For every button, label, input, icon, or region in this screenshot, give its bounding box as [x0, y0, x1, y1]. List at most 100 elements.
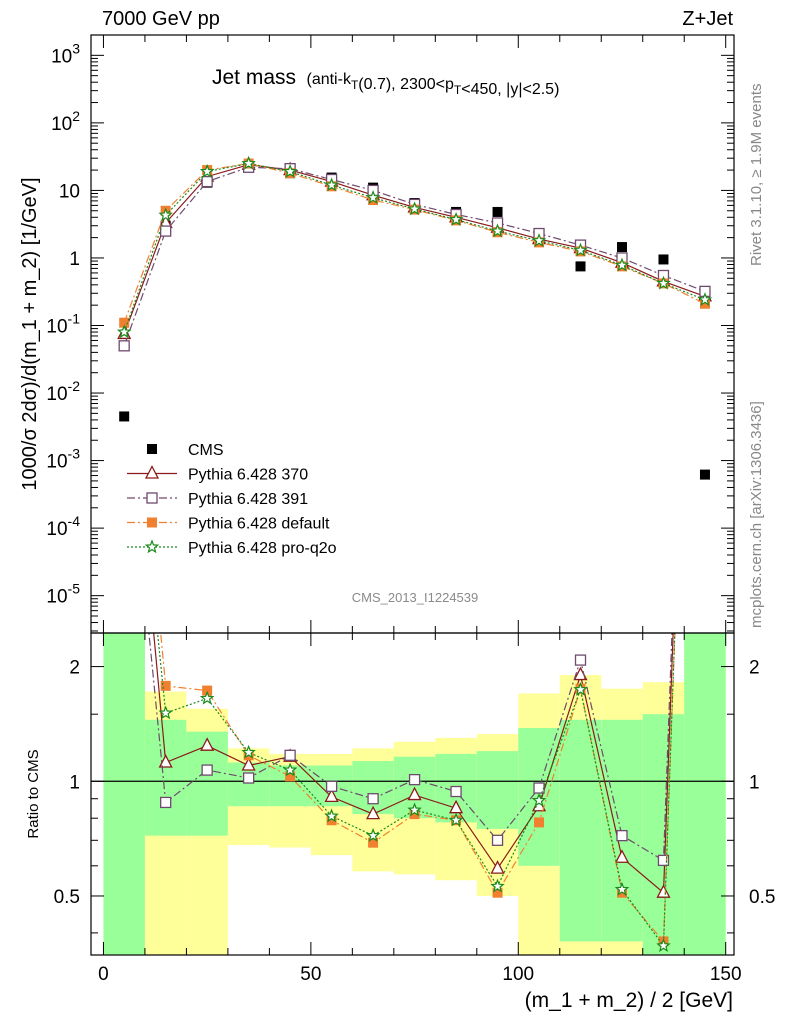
tick-base: 10: [46, 519, 67, 540]
ratio-y-tick-label-right-0: 0.5: [749, 887, 775, 908]
tick-base: 10: [51, 46, 72, 67]
ratio-point-0-1: [158, 754, 173, 768]
y-axis-label: 1000/σ 2dσ)/d(m_1 + m_2) [1/GeV]: [19, 177, 41, 490]
legend-label-1: Pythia 6.428 370: [188, 467, 308, 484]
main-point-4-11: [573, 242, 588, 257]
legend-item-4: Pythia 6.428 pro-q2o: [127, 539, 337, 557]
main-point-4-2: [199, 163, 215, 178]
title-text-part: (anti-k: [306, 71, 351, 88]
ratio-point-0-8: [448, 799, 464, 814]
ratio-axis-label: Ratio to CMS: [25, 749, 42, 838]
legend-label-3: Pythia 6.428 default: [188, 516, 330, 533]
ratio-point-0-13: [656, 884, 671, 898]
main-y-tick-label-7: 102: [51, 108, 80, 135]
legend-item-0: CMS: [147, 442, 224, 459]
ratio-point-3-5: [324, 808, 339, 823]
legend-item-2: Pythia 6.428 391: [127, 491, 308, 508]
band-green-14: [684, 633, 726, 955]
ratio-point-3-9: [490, 878, 505, 893]
main-point-0-0: [119, 411, 130, 422]
main-point-2-0: [118, 340, 130, 352]
rivet-version-label: Rivet 3.1.10, ≥ 1.9M events: [748, 84, 765, 267]
main-point-4-6: [365, 190, 381, 204]
tick-base: 10: [46, 587, 67, 608]
ratio-point-3-12: [614, 881, 630, 896]
main-point-4-14: [697, 292, 713, 307]
ratio-panel-frame: [90, 632, 735, 956]
ratio-point-0-3: [241, 757, 256, 771]
tick-exponent: -1: [68, 310, 81, 326]
header-process-label: Z+Jet: [682, 8, 733, 30]
ratio-point-3-1: [158, 705, 173, 720]
ratio-point-3-6: [365, 827, 381, 842]
ratio-point-0-6: [366, 805, 381, 820]
ratio-point-1-3: [242, 772, 255, 784]
legend-label-2: Pythia 6.428 391: [188, 491, 308, 508]
tick-exponent: -5: [68, 581, 81, 597]
main-y-tick-label-6: 10: [59, 181, 80, 202]
x-axis-label: (m_1 + m_2) / 2 [GeV]: [525, 989, 733, 1012]
title-text-part: <450, |y|<2.5): [461, 81, 559, 98]
ratio-point-2-4: [285, 771, 296, 782]
ratio-point-3-2: [199, 690, 215, 705]
ratio-point-0-7: [407, 786, 422, 801]
ratio-point-1-8: [450, 785, 462, 798]
plot-title-sub: (anti-kT(0.7), 2300<pT<450, |y|<2.5): [306, 71, 559, 98]
band-green-9: [476, 751, 519, 829]
ratio-point-0-12: [614, 849, 630, 863]
main-point-2-2: [201, 175, 213, 188]
ratio-y-tick-label-left-1: 1: [69, 772, 80, 793]
ratio-point-3-11: [573, 681, 588, 696]
title-subscript: T: [454, 83, 462, 97]
x-tick-label-3: 150: [710, 964, 742, 985]
ratio-point-3-10: [531, 792, 547, 807]
ratio-point-1-5: [325, 780, 338, 792]
x-tick-label-2: 100: [502, 964, 534, 985]
main-point-4-0: [116, 324, 132, 339]
ratio-y-tick-label-right-1: 1: [749, 772, 760, 793]
main-point-4-5: [324, 177, 339, 192]
plot-title: Jet mass (anti-kT(0.7), 2300<pT<450, |y|…: [212, 66, 559, 98]
ratio-point-0-9: [490, 860, 505, 874]
band-green-1: [144, 719, 187, 836]
main-point-4-1: [158, 207, 173, 222]
main-point-2-1: [160, 225, 172, 237]
ratio-point-1-12: [616, 829, 628, 842]
main-series-4: [116, 155, 713, 339]
header-energy-label: 7000 GeV pp: [102, 8, 220, 30]
tick-base: 10: [51, 114, 72, 135]
main-point-0-14: [699, 469, 710, 480]
ratio-point-3-4: [282, 762, 298, 777]
ratio-point-2-7: [409, 809, 420, 820]
main-y-tick-label-5: 1: [69, 249, 80, 270]
main-point-4-9: [490, 223, 505, 238]
ratio-point-0-5: [324, 788, 339, 803]
ratio-point-3-7: [407, 802, 422, 817]
analysis-watermark: CMS_2013_I1224539: [352, 590, 479, 605]
tick-base: 10: [46, 452, 67, 473]
main-point-4-7: [407, 201, 422, 216]
ratio-point-2-10: [534, 817, 545, 828]
ratio-series-1: [148, 633, 673, 867]
main-point-0-11: [575, 261, 586, 272]
main-y-tick-label-3: 10-2: [46, 378, 80, 405]
ratio-series-3: [156, 633, 676, 953]
main-point-4-4: [282, 163, 298, 178]
ratio-point-1-13: [657, 854, 670, 867]
ratio-y-tick-label-left-0: 0.5: [54, 887, 80, 908]
ratio-point-2-2: [202, 685, 213, 696]
legend-item-3: Pythia 6.428 default: [127, 516, 330, 533]
title-text-part: (0.7), 2300<p: [358, 76, 454, 93]
ratio-point-1-1: [160, 796, 172, 809]
main-point-3-0: [119, 317, 130, 328]
main-series-2: [118, 161, 711, 352]
main-series-group: [116, 155, 713, 480]
main-y-tick-label-2: 10-3: [46, 446, 80, 473]
ratio-uncertainty-bands: [91, 633, 734, 955]
main-y-tick-label-4: 10-1: [46, 310, 80, 337]
tick-exponent: -3: [68, 446, 81, 462]
axes-group: 0 50 100 15010-510-410-310-210-11101021030.…: [46, 34, 775, 985]
ratio-point-1-9: [491, 834, 504, 846]
main-point-0-13: [658, 254, 669, 265]
legend-item-1: Pythia 6.428 370: [127, 465, 308, 484]
